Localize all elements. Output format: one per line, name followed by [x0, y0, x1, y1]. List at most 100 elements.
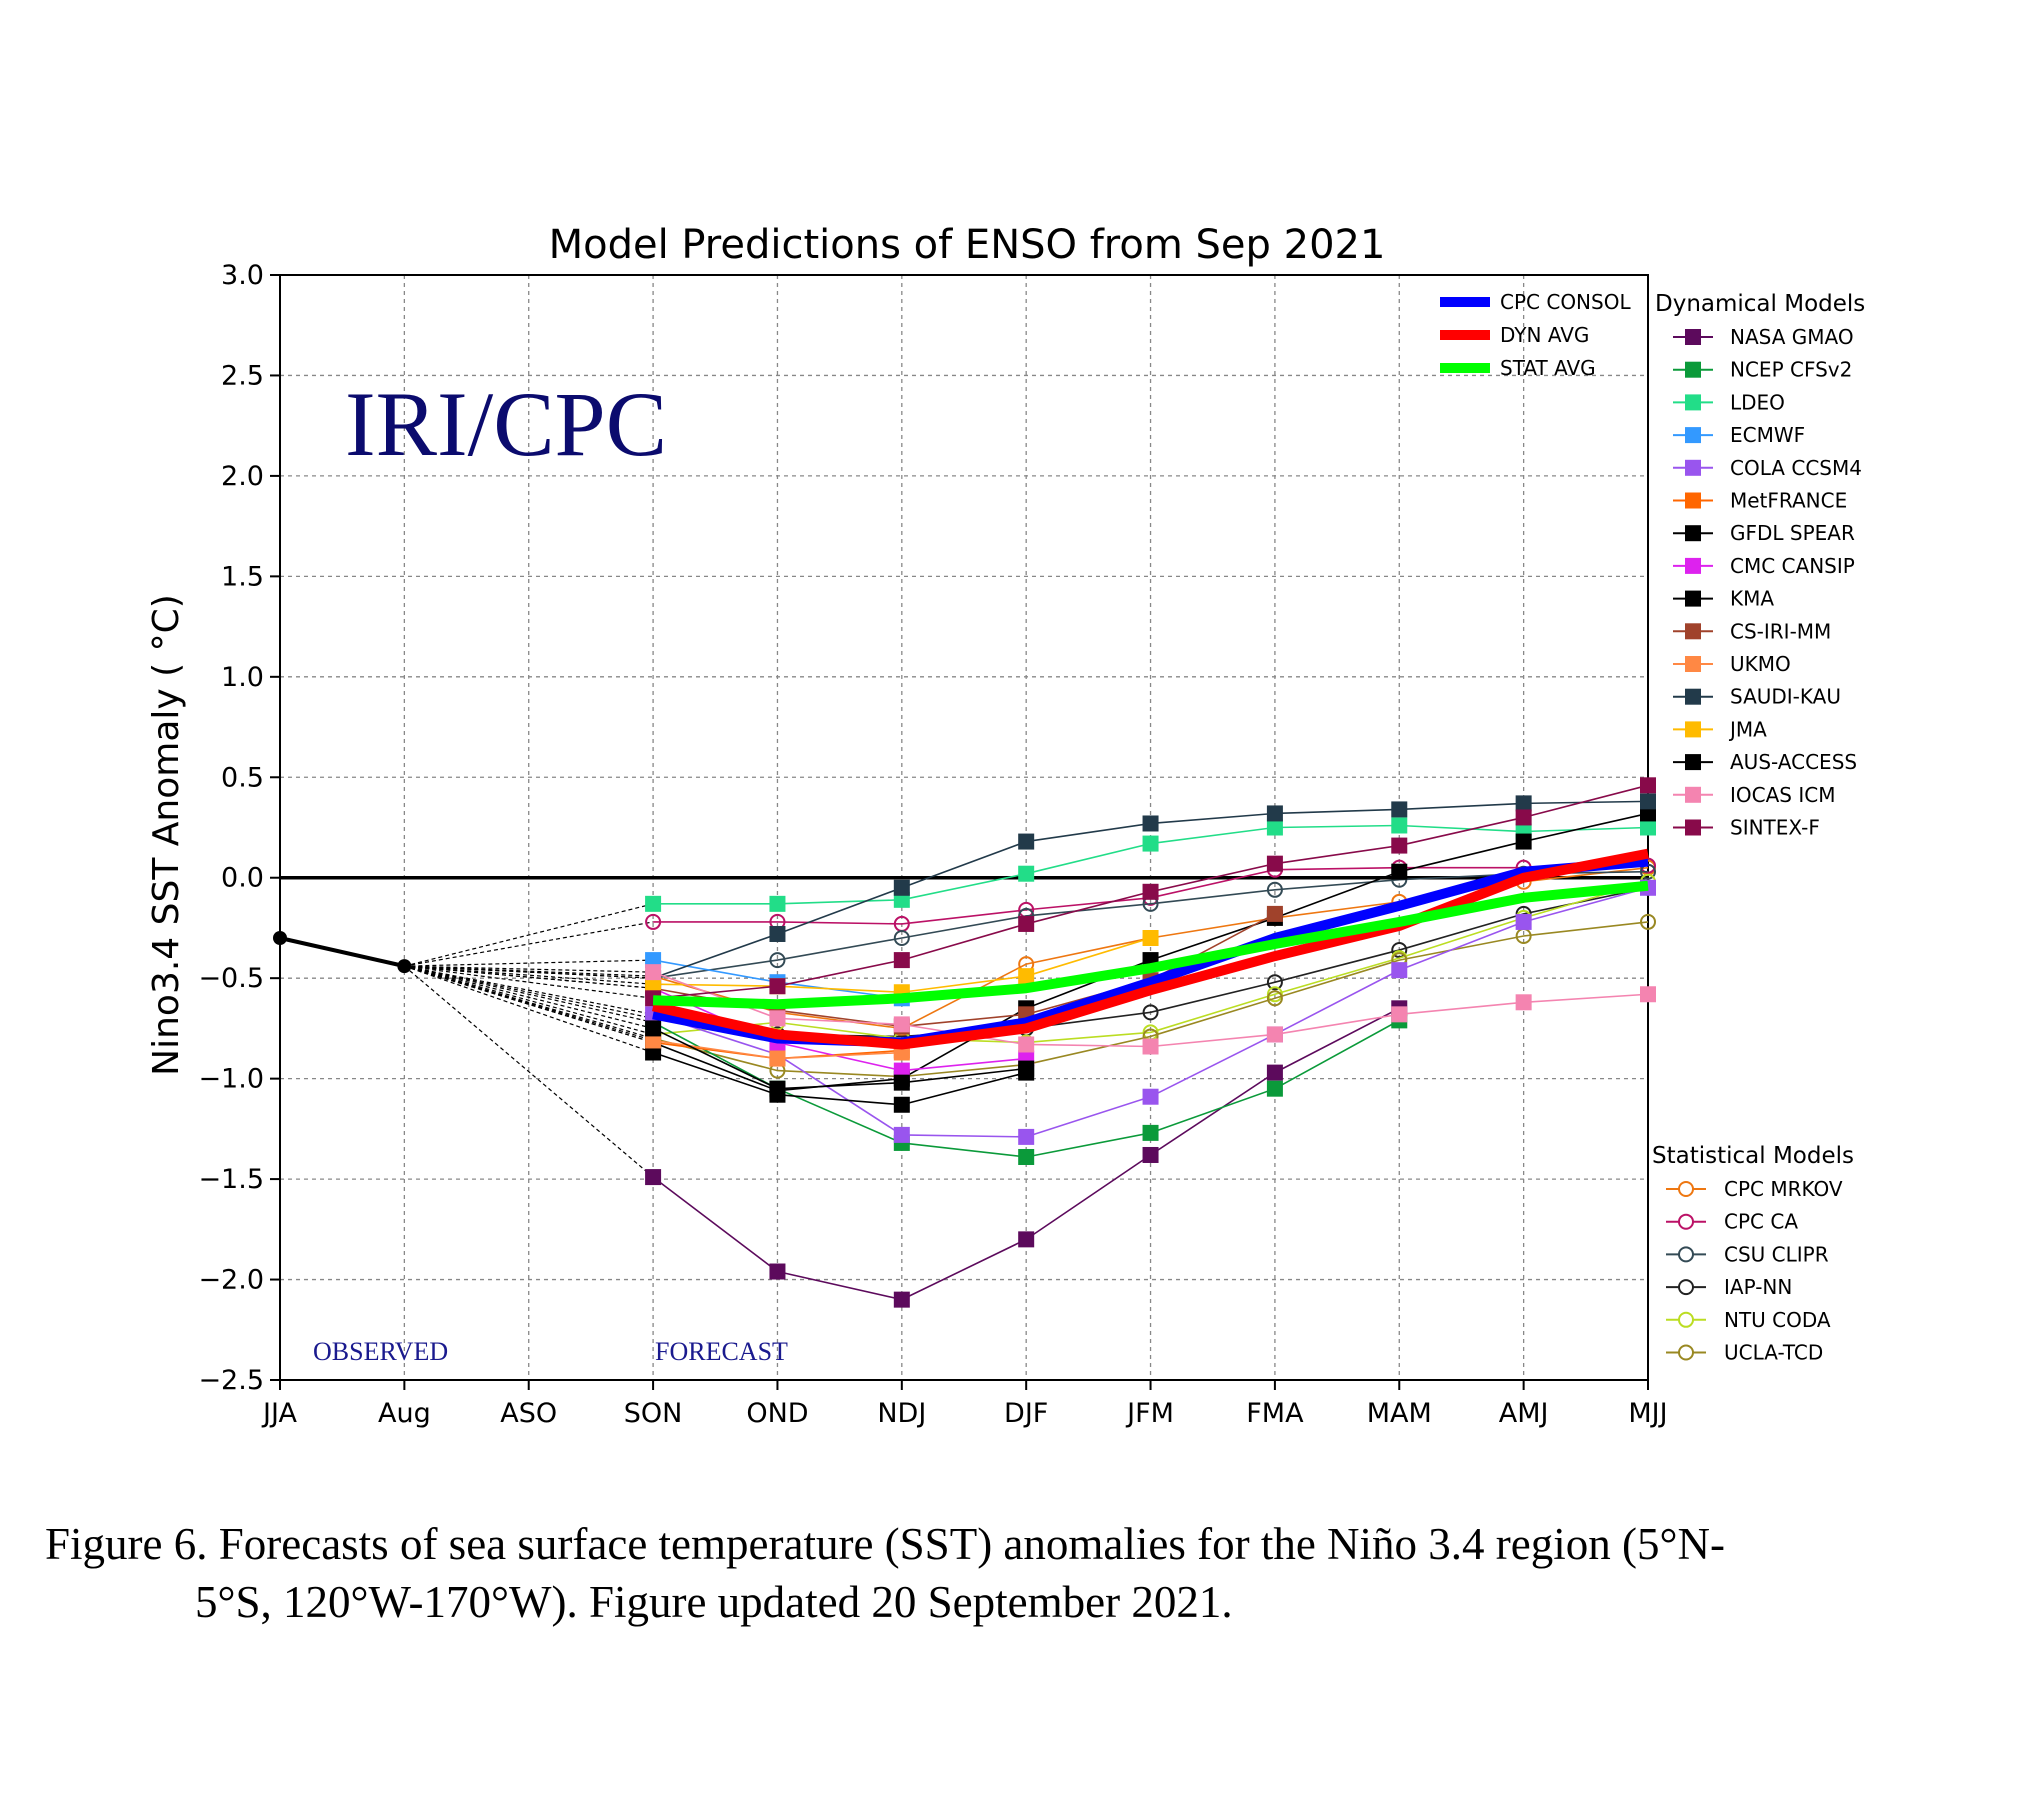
marker-sintex-f	[769, 978, 786, 995]
series-line-ntu-coda	[653, 880, 1649, 1044]
legend-label-dynamical: NCEP CFSv2	[1730, 358, 1852, 382]
legend-label-dynamical: SAUDI-KAU	[1730, 685, 1841, 709]
connector-line	[404, 921, 654, 967]
chart-title: Model Predictions of ENSO from Sep 2021	[549, 222, 1386, 268]
marker-gfdl-spear	[1640, 805, 1656, 822]
marker-gfdl-spear	[1391, 863, 1408, 880]
legend-marker-dynamical	[1685, 623, 1701, 640]
marker-nasa-gmao	[893, 1291, 910, 1308]
legend-label-dynamical: ECMWF	[1730, 423, 1805, 447]
marker-csu-clipr	[769, 952, 786, 969]
observed-marker	[273, 931, 287, 945]
x-tick-label: OND	[746, 1398, 808, 1429]
marker-iocas-icm	[769, 1010, 786, 1027]
x-tick-label: JFM	[1125, 1398, 1174, 1429]
legend-marker-dynamical	[1685, 492, 1701, 509]
y-axis-label: Nino3.4 SST Anomaly ( °C)	[146, 594, 187, 1076]
marker-saudi-kau	[769, 925, 786, 942]
legend-label-dynamical: IOCAS ICM	[1730, 783, 1835, 807]
legend-label-consensus: CPC CONSOL	[1500, 290, 1631, 314]
series-line-kma	[652, 1051, 1027, 1106]
marker-ldeo	[769, 895, 786, 912]
caption-line-2: 5°S, 120°W-170°W). Figure updated 20 Sep…	[195, 1577, 1233, 1627]
legend-label-statistical: CPC CA	[1724, 1210, 1798, 1234]
legend-marker-statistical	[1678, 1213, 1694, 1230]
y-tick-label: −2.5	[198, 1365, 264, 1396]
marker-aus-access	[893, 1074, 910, 1091]
marker-ldeo	[645, 895, 662, 912]
legend-label-dynamical: GFDL SPEAR	[1730, 521, 1855, 545]
marker-iap-nn	[1391, 942, 1408, 959]
y-tick-label: −2.0	[198, 1265, 264, 1296]
marker-aus-access	[645, 1020, 662, 1037]
legend-label-dynamical: SINTEX-F	[1730, 816, 1820, 840]
legend-label-dynamical: NASA GMAO	[1730, 325, 1854, 349]
marker-iocas-icm	[1018, 1036, 1035, 1053]
x-tick-label: Aug	[378, 1398, 431, 1429]
marker-aus-access	[769, 1080, 786, 1097]
marker-ldeo	[1266, 819, 1283, 836]
grid	[280, 275, 1648, 1380]
legend-marker-dynamical	[1685, 329, 1701, 345]
marker-iocas-icm	[1142, 1038, 1159, 1055]
marker-ncep-cfsv2	[1142, 1124, 1159, 1141]
x-tick-label: NDJ	[877, 1398, 926, 1429]
marker-ucla-tcd	[1640, 913, 1656, 930]
legend-label-consensus: STAT AVG	[1500, 356, 1596, 380]
connector-line	[403, 965, 654, 1178]
y-tick-label: −0.5	[198, 963, 264, 994]
marker-saudi-kau	[1640, 793, 1656, 810]
marker-cola-ccsm4	[1515, 913, 1532, 930]
legend-marker-dynamical	[1685, 721, 1701, 738]
legend-marker-statistical	[1678, 1181, 1694, 1197]
legend-marker-dynamical	[1685, 786, 1701, 803]
marker-nasa-gmao	[1266, 1064, 1283, 1081]
series-line-dyn-avg	[651, 848, 1649, 1050]
legend-label-statistical: CSU CLIPR	[1724, 1242, 1829, 1266]
series-line-stat-avg	[652, 880, 1649, 1010]
marker-saudi-kau	[1515, 795, 1532, 812]
legend-label-consensus: DYN AVG	[1500, 323, 1589, 347]
marker-sintex-f	[1515, 809, 1532, 826]
marker-iocas-icm	[1266, 1026, 1283, 1043]
legend-marker-statistical	[1678, 1246, 1694, 1263]
marker-cola-ccsm4	[1018, 1128, 1035, 1145]
legend-marker-statistical	[1678, 1311, 1694, 1328]
x-tick-label: ASO	[500, 1398, 557, 1429]
legend-marker-dynamical	[1685, 656, 1701, 672]
y-tick-label: 0.5	[221, 762, 264, 793]
observed-annotation: OBSERVED	[313, 1337, 448, 1366]
connector-line	[404, 965, 654, 1015]
y-tick-label: −1.0	[198, 1064, 264, 1095]
series-line-csu-clipr	[652, 870, 1649, 979]
marker-ncep-cfsv2	[1018, 1148, 1035, 1165]
legend-label-statistical: IAP-NN	[1724, 1275, 1792, 1299]
legend-label-dynamical: CS-IRI-MM	[1730, 619, 1831, 643]
legend-label-statistical: CPC MRKOV	[1724, 1177, 1843, 1201]
legend-marker-dynamical	[1685, 459, 1701, 476]
marker-ncep-cfsv2	[1266, 1080, 1283, 1097]
legend-marker-dynamical	[1685, 525, 1701, 542]
legend-marker-dynamical	[1685, 394, 1701, 411]
marker-kma	[893, 1096, 910, 1113]
connector-line	[404, 965, 654, 1036]
iri-cpc-watermark: IRI/CPC	[345, 373, 667, 475]
series-line-ucla-tcd	[652, 921, 1649, 1078]
marker-sintex-f	[1266, 855, 1283, 872]
legend: CPC CONSOL DYN AVG STAT AVG Dynamical Model…	[1440, 290, 1865, 1365]
legend-marker-statistical	[1678, 1344, 1694, 1361]
marker-sintex-f	[1142, 883, 1159, 900]
marker-iocas-icm	[1515, 994, 1532, 1011]
y-tick-label: −1.5	[198, 1164, 264, 1195]
legend-label-dynamical: JMA	[1728, 717, 1767, 741]
marker-ldeo	[1640, 819, 1656, 836]
marker-jma	[1018, 968, 1035, 985]
marker-nasa-gmao	[1018, 1231, 1035, 1248]
x-tick-label: MAM	[1367, 1398, 1432, 1429]
legend-marker-dynamical	[1685, 819, 1701, 836]
legend-marker-statistical	[1678, 1279, 1694, 1296]
marker-ukmo	[645, 1032, 662, 1049]
marker-iocas-icm	[893, 1016, 910, 1033]
marker-csu-clipr	[893, 930, 910, 946]
marker-saudi-kau	[1018, 833, 1035, 850]
